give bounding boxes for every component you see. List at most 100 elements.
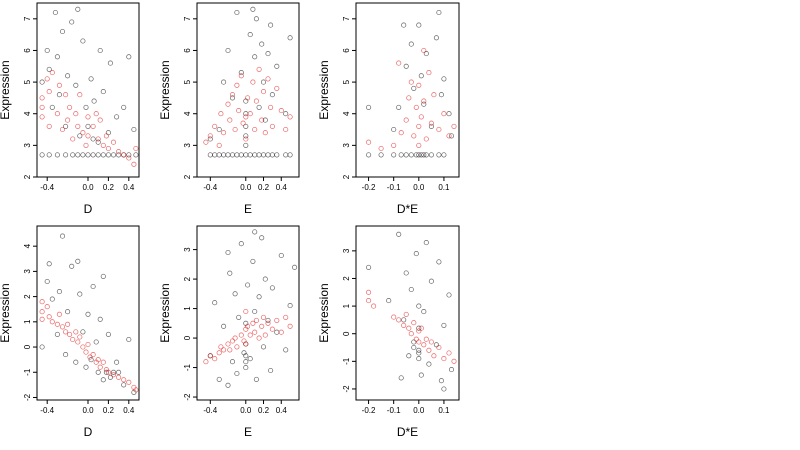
point-red xyxy=(83,349,89,355)
point-black xyxy=(265,152,271,158)
y-tick-label: 3 xyxy=(23,143,32,148)
point-black xyxy=(436,259,442,265)
points-r1c1 xyxy=(39,6,139,167)
point-red xyxy=(401,322,407,328)
point-black xyxy=(100,152,106,158)
y-tick-label: 5 xyxy=(342,79,351,84)
point-black xyxy=(236,314,242,320)
point-red xyxy=(65,117,71,123)
x-tick-label: 0.2 xyxy=(258,183,270,192)
point-black xyxy=(95,139,101,145)
point-black xyxy=(391,126,397,133)
point-red xyxy=(232,126,238,133)
point-red xyxy=(46,314,52,320)
x-axis-label: E xyxy=(244,425,252,439)
point-black xyxy=(436,9,442,16)
point-red xyxy=(265,76,271,82)
x-axis-label: E xyxy=(244,202,252,216)
y-tick-label: 2 xyxy=(342,276,351,281)
point-red xyxy=(236,108,242,114)
point-black xyxy=(91,98,97,104)
point-black xyxy=(221,323,227,329)
point-black xyxy=(256,294,262,300)
point-red xyxy=(227,347,233,353)
point-black xyxy=(238,241,244,247)
point-black xyxy=(114,359,120,365)
point-black xyxy=(441,386,447,392)
point-red xyxy=(63,92,69,98)
point-black xyxy=(63,352,69,358)
point-black xyxy=(75,152,81,158)
point-black xyxy=(283,111,289,117)
point-red xyxy=(85,341,91,348)
point-red xyxy=(227,117,233,123)
point-red xyxy=(411,133,417,139)
y-tick-label: 6 xyxy=(23,48,32,53)
point-black xyxy=(221,152,227,158)
point-red xyxy=(59,126,66,133)
point-black xyxy=(416,152,422,158)
point-red xyxy=(436,344,442,351)
point-red xyxy=(250,320,256,326)
x-tick-label: -0.2 xyxy=(362,183,376,192)
point-black xyxy=(243,123,249,129)
point-red xyxy=(103,133,109,139)
point-black xyxy=(238,152,244,158)
point-black xyxy=(49,104,55,110)
point-black xyxy=(216,126,222,133)
point-red xyxy=(218,344,224,350)
point-red xyxy=(39,316,45,322)
point-red xyxy=(426,347,432,353)
x-tick-label: -0.1 xyxy=(387,406,401,415)
y-tick-label: -1 xyxy=(342,357,351,365)
point-red xyxy=(240,120,246,126)
point-black xyxy=(80,38,86,44)
x-tick-label: 0.2 xyxy=(258,406,270,415)
point-red xyxy=(253,317,259,323)
point-red xyxy=(234,344,240,350)
y-tick-label: 1 xyxy=(342,303,351,308)
y-tick-label: 0 xyxy=(342,331,351,336)
point-red xyxy=(403,117,409,123)
point-black xyxy=(446,111,452,117)
x-tick-label: -0.4 xyxy=(203,406,217,415)
plot-frame xyxy=(36,2,140,178)
point-black xyxy=(433,342,439,348)
point-red xyxy=(431,353,437,359)
point-black xyxy=(229,95,236,101)
point-black xyxy=(247,152,253,158)
point-red xyxy=(39,104,45,110)
point-black xyxy=(77,133,83,139)
point-black xyxy=(378,152,384,158)
point-black xyxy=(54,331,60,337)
point-black xyxy=(423,51,429,57)
point-black xyxy=(207,152,213,158)
point-red xyxy=(133,145,139,152)
points-r2c3 xyxy=(366,231,457,392)
point-black xyxy=(269,285,275,291)
point-black xyxy=(252,152,258,158)
point-black xyxy=(428,278,434,284)
point-black xyxy=(256,104,262,110)
y-tick-label: 3 xyxy=(342,143,351,148)
point-red xyxy=(221,347,227,353)
y-tick-label: 6 xyxy=(342,48,351,53)
point-red xyxy=(247,111,253,117)
point-black xyxy=(265,317,271,323)
x-tick-label: 0.2 xyxy=(103,183,115,192)
y-tick-label: -1 xyxy=(23,368,32,376)
point-black xyxy=(416,303,422,309)
point-red xyxy=(59,324,66,330)
point-red xyxy=(408,331,414,337)
point-red xyxy=(216,142,222,148)
point-red xyxy=(44,304,50,310)
point-red xyxy=(416,339,422,345)
points-r1c2 xyxy=(203,6,293,158)
point-black xyxy=(401,317,407,323)
point-black xyxy=(107,60,113,66)
point-black xyxy=(54,54,60,60)
point-black xyxy=(448,367,455,373)
point-red xyxy=(131,161,137,167)
point-red xyxy=(259,323,265,329)
